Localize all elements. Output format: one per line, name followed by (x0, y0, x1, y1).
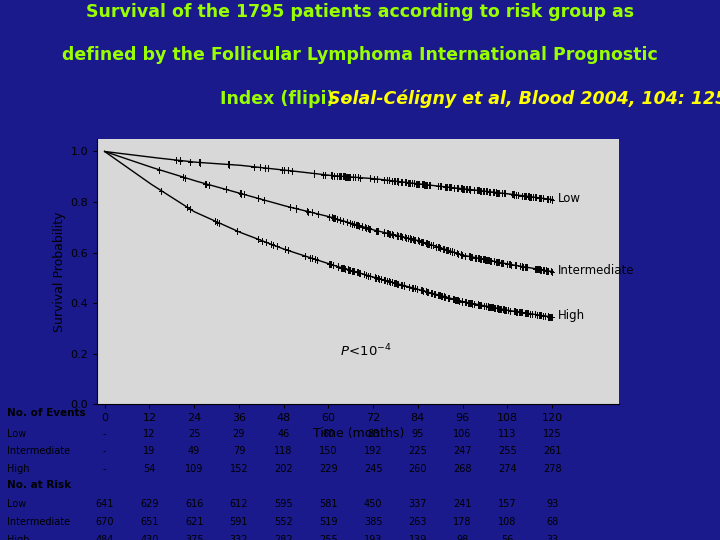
Text: 247: 247 (454, 447, 472, 456)
Text: 150: 150 (319, 447, 338, 456)
Text: 46: 46 (277, 429, 289, 438)
Text: 139: 139 (409, 535, 427, 540)
Text: 261: 261 (543, 447, 562, 456)
Text: High: High (7, 535, 30, 540)
Text: 621: 621 (185, 517, 203, 527)
Text: 430: 430 (140, 535, 158, 540)
Text: 152: 152 (230, 464, 248, 474)
Text: 651: 651 (140, 517, 158, 527)
Text: 337: 337 (409, 500, 427, 509)
Text: Index (flipi) –: Index (flipi) – (220, 90, 355, 108)
Text: 193: 193 (364, 535, 382, 540)
Text: Index (flipi) – Solal-Céligny et al, Blood 2004, 104: 1258: Index (flipi) – Solal-Céligny et al, Blo… (86, 90, 634, 109)
Text: 225: 225 (408, 447, 427, 456)
Text: 60: 60 (323, 429, 335, 438)
Text: 450: 450 (364, 500, 382, 509)
Text: 519: 519 (319, 517, 338, 527)
Text: 385: 385 (364, 517, 382, 527)
Text: 68: 68 (546, 517, 558, 527)
Text: -: - (103, 447, 107, 456)
Text: 245: 245 (364, 464, 382, 474)
Text: 274: 274 (498, 464, 517, 474)
Text: $P\!<\!10^{-4}$: $P\!<\!10^{-4}$ (340, 342, 392, 359)
Text: 552: 552 (274, 517, 293, 527)
Text: Intermediate: Intermediate (7, 517, 71, 527)
Text: 19: 19 (143, 447, 156, 456)
Text: 241: 241 (454, 500, 472, 509)
Text: 616: 616 (185, 500, 203, 509)
Text: 268: 268 (454, 464, 472, 474)
Text: 49: 49 (188, 447, 200, 456)
Text: 282: 282 (274, 535, 293, 540)
Text: 118: 118 (274, 447, 293, 456)
Text: 255: 255 (319, 535, 338, 540)
Text: 106: 106 (454, 429, 472, 438)
Text: Low: Low (7, 500, 27, 509)
Text: 255: 255 (498, 447, 517, 456)
Text: 192: 192 (364, 447, 382, 456)
Text: 125: 125 (543, 429, 562, 438)
Text: Intermediate: Intermediate (7, 447, 71, 456)
Text: Low: Low (7, 429, 27, 438)
Text: 629: 629 (140, 500, 158, 509)
Text: defined by the Follicular Lymphoma International Prognostic: defined by the Follicular Lymphoma Inter… (62, 46, 658, 64)
Text: 54: 54 (143, 464, 156, 474)
Text: 595: 595 (274, 500, 293, 509)
Text: 29: 29 (233, 429, 245, 438)
Text: 157: 157 (498, 500, 517, 509)
Text: 83: 83 (367, 429, 379, 438)
Text: 375: 375 (185, 535, 204, 540)
Text: 591: 591 (230, 517, 248, 527)
Text: -: - (103, 429, 107, 438)
Text: 113: 113 (498, 429, 516, 438)
X-axis label: Time (months): Time (months) (312, 428, 404, 441)
Text: 95: 95 (412, 429, 424, 438)
Text: 260: 260 (409, 464, 427, 474)
Text: 670: 670 (96, 517, 114, 527)
Text: High: High (558, 309, 585, 322)
Text: 108: 108 (498, 517, 516, 527)
Text: 263: 263 (409, 517, 427, 527)
Text: 581: 581 (319, 500, 338, 509)
Text: 109: 109 (185, 464, 203, 474)
Text: 202: 202 (274, 464, 293, 474)
Text: 612: 612 (230, 500, 248, 509)
Text: 332: 332 (230, 535, 248, 540)
Text: No. at Risk: No. at Risk (7, 480, 71, 490)
Text: 178: 178 (454, 517, 472, 527)
Text: 98: 98 (456, 535, 469, 540)
Text: 93: 93 (546, 500, 558, 509)
Text: 12: 12 (143, 429, 156, 438)
Text: Solal-Céligny et al, Blood 2004, 104: 1258: Solal-Céligny et al, Blood 2004, 104: 12… (328, 90, 720, 109)
Text: No. of Events: No. of Events (7, 408, 86, 418)
Y-axis label: Survival Probability: Survival Probability (53, 211, 66, 332)
Text: 484: 484 (96, 535, 114, 540)
Text: -: - (103, 464, 107, 474)
Text: 278: 278 (543, 464, 562, 474)
Text: 33: 33 (546, 535, 558, 540)
Text: 79: 79 (233, 447, 245, 456)
Text: Low: Low (558, 192, 580, 205)
Text: 56: 56 (501, 535, 513, 540)
Text: High: High (7, 464, 30, 474)
Text: Intermediate: Intermediate (558, 264, 634, 277)
Text: 25: 25 (188, 429, 200, 438)
Text: 641: 641 (96, 500, 114, 509)
Text: Survival of the 1795 patients according to risk group as: Survival of the 1795 patients according … (86, 3, 634, 21)
Text: 229: 229 (319, 464, 338, 474)
